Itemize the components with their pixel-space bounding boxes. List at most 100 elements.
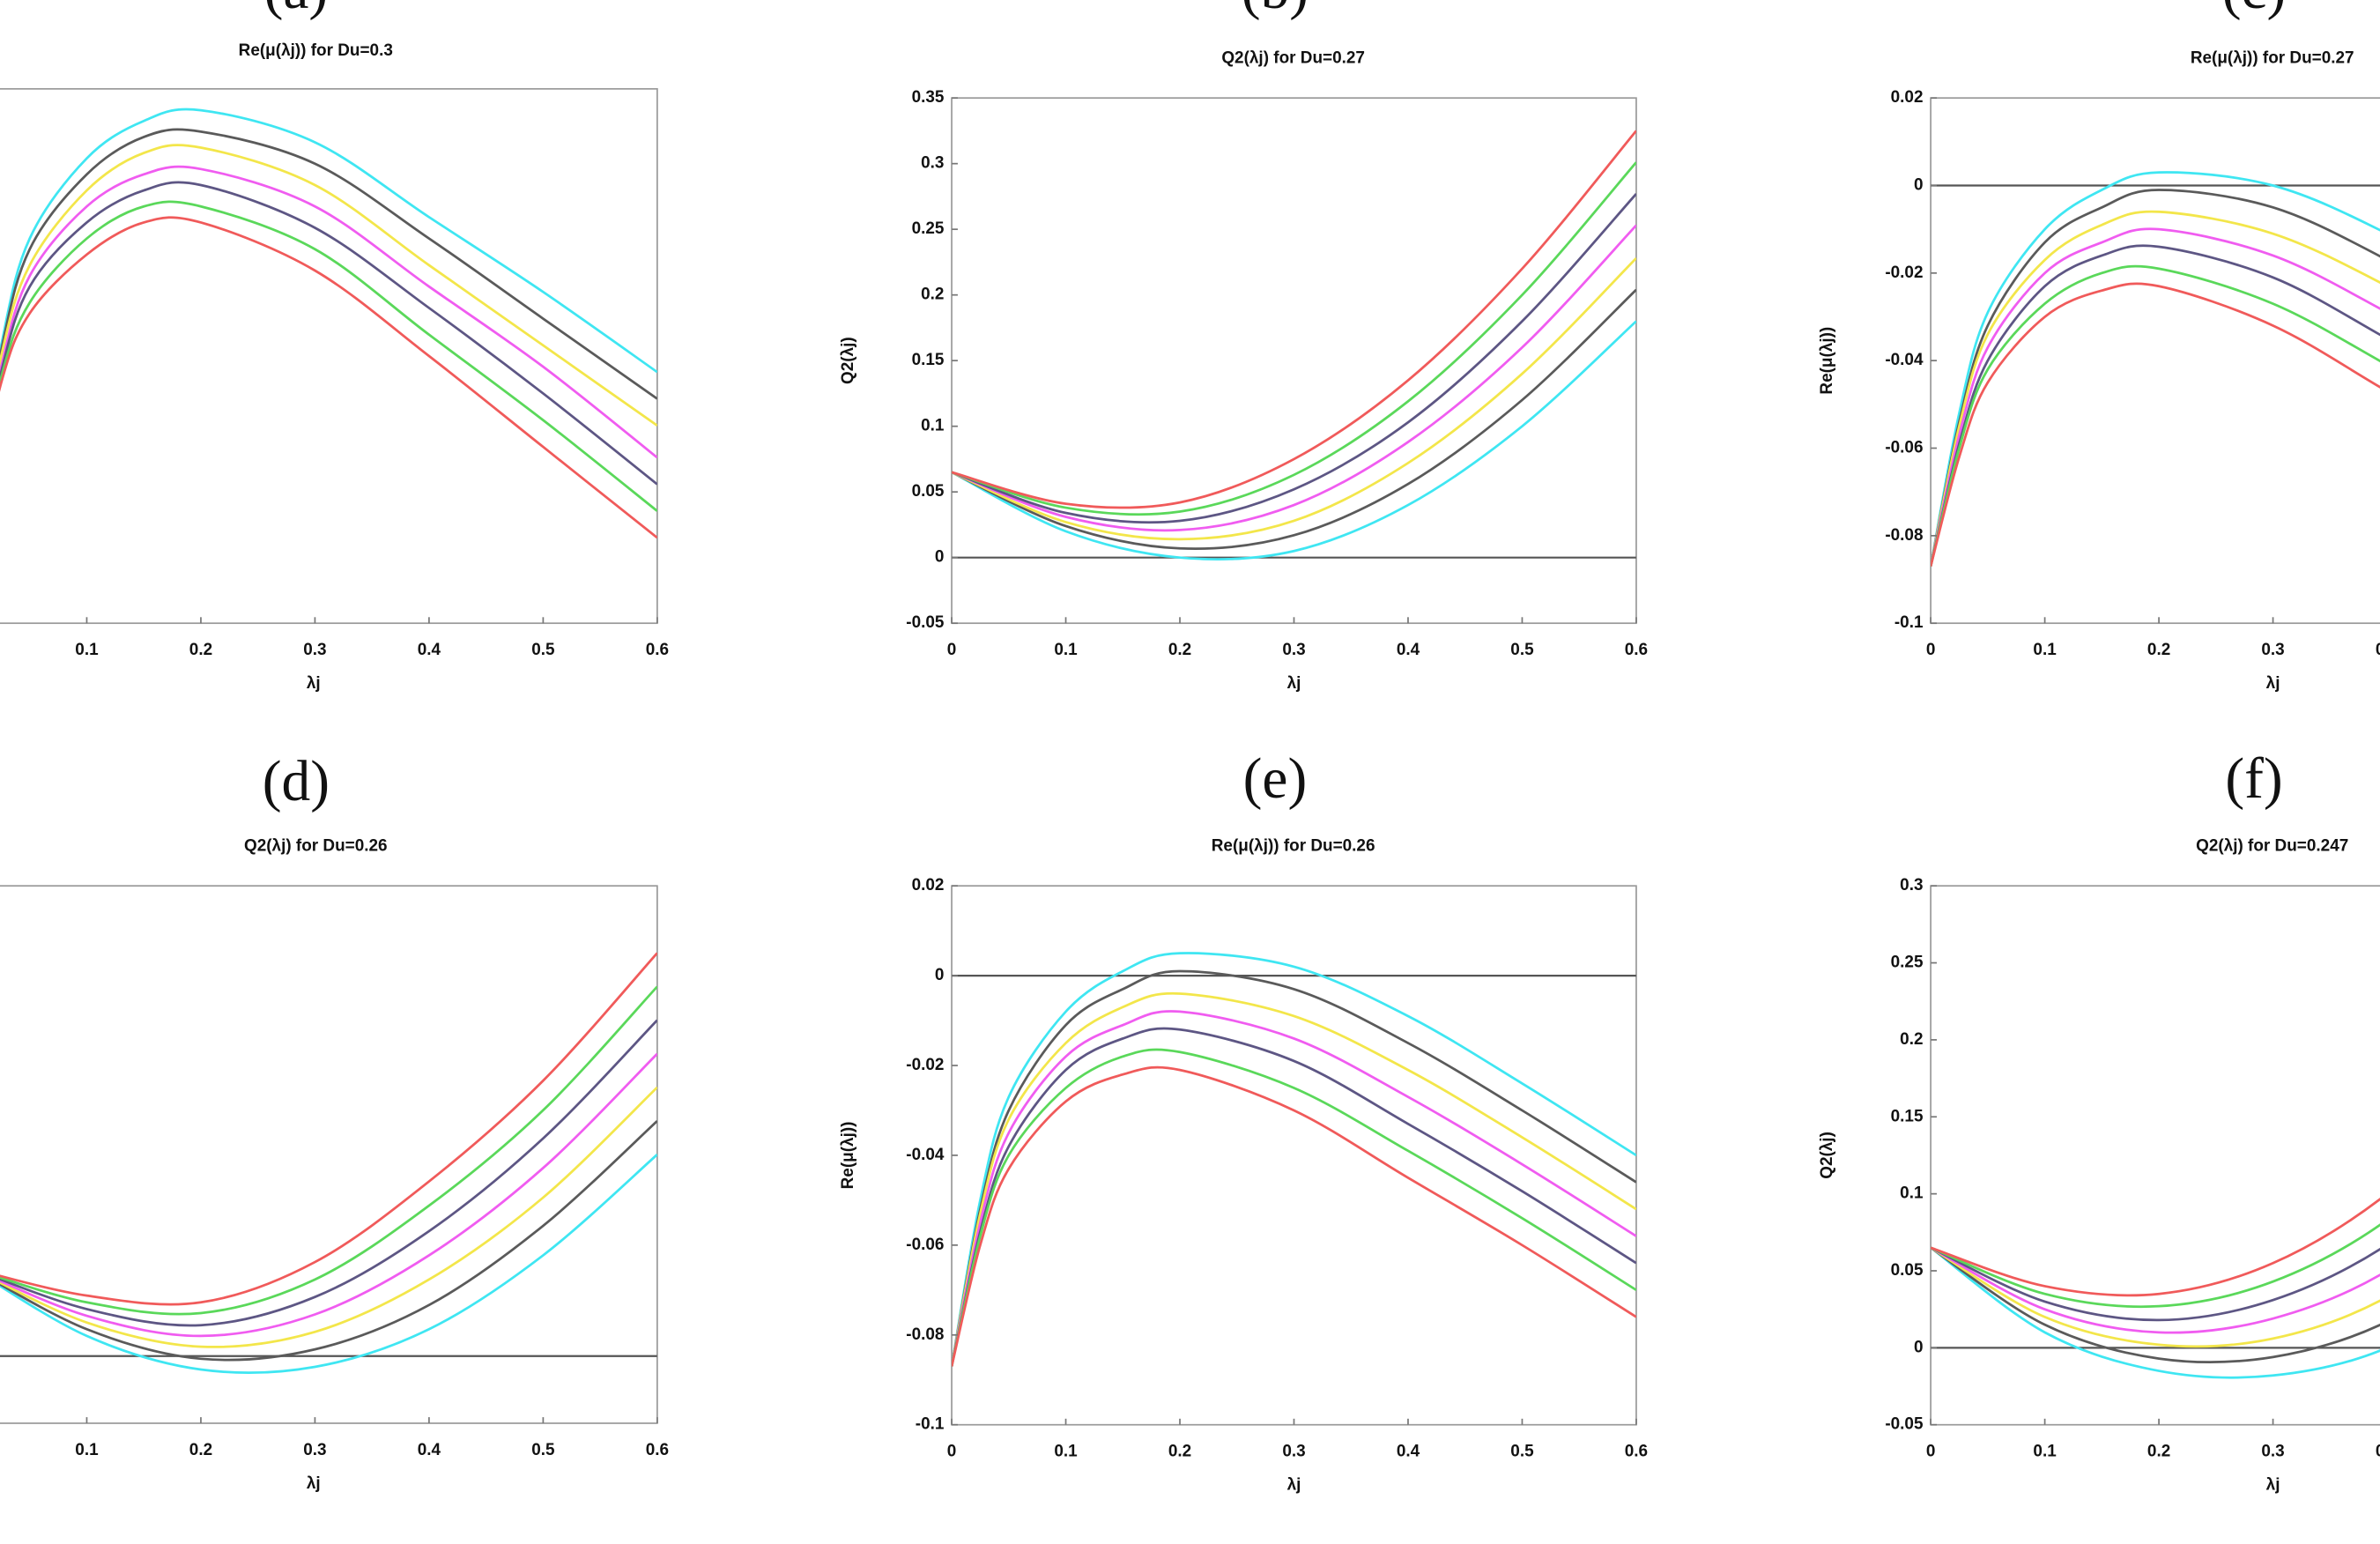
x-axis-label: λj bbox=[307, 674, 321, 693]
series-line bbox=[1931, 1246, 2380, 1322]
series-line bbox=[1931, 1223, 2380, 1309]
x-tick-label: 0.2 bbox=[2147, 1443, 2170, 1461]
y-tick-label: 0.15 bbox=[1891, 1107, 1924, 1125]
y-axis-label: Re(μ(λj)) bbox=[839, 1122, 857, 1190]
x-tick-label: 0.1 bbox=[2033, 641, 2056, 659]
x-tick-label: 0.4 bbox=[2376, 641, 2380, 659]
y-tick-label: 0.35 bbox=[912, 88, 945, 107]
series-line bbox=[0, 1119, 657, 1362]
y-tick-label: -0.02 bbox=[1885, 264, 1923, 282]
series-line bbox=[952, 991, 1636, 1367]
series-line bbox=[0, 108, 657, 374]
panel-letter: (e) bbox=[1243, 747, 1308, 811]
x-tick-label: 0.1 bbox=[75, 1441, 98, 1459]
y-axis-label: Q2(λj) bbox=[1818, 1132, 1836, 1179]
x-tick-label: 0.6 bbox=[646, 641, 669, 659]
panel: (b) Q2(λj) for Du=0.27 0 0.1 0.2 0.3 0.4 0.5 0.6… bbox=[839, 0, 1648, 693]
x-tick-label: 0.5 bbox=[1510, 641, 1533, 659]
series-line bbox=[0, 216, 657, 539]
series-line bbox=[952, 969, 1636, 1367]
x-axis-label: λj bbox=[1287, 1476, 1301, 1495]
x-tick-label: 0 bbox=[947, 641, 957, 659]
series-line bbox=[1931, 227, 2380, 567]
series-line bbox=[0, 200, 657, 512]
series-line bbox=[952, 193, 1636, 524]
y-tick-label: 0.1 bbox=[921, 417, 944, 435]
x-tick-label: 0.4 bbox=[418, 1441, 441, 1459]
y-tick-label: 0.05 bbox=[1891, 1261, 1924, 1280]
y-tick-label: 0.3 bbox=[1900, 876, 1923, 894]
series-line bbox=[952, 288, 1636, 550]
y-tick-label: 0.05 bbox=[912, 482, 945, 501]
series-line bbox=[1931, 171, 2380, 567]
x-tick-label: 0.3 bbox=[1282, 1443, 1305, 1461]
y-tick-label: -0.08 bbox=[1885, 526, 1923, 545]
series-line bbox=[952, 1048, 1636, 1367]
y-tick-label: 0.15 bbox=[912, 351, 945, 369]
y-tick-label: -0.06 bbox=[906, 1236, 944, 1254]
x-tick-label: 0.1 bbox=[75, 641, 98, 659]
x-axis-label: λj bbox=[1287, 674, 1301, 693]
panel-title: Re(μ(λj)) for Du=0.27 bbox=[2191, 48, 2354, 67]
panel: (c)Re(μ(λj)) for Du=0.2700.10.20.30.40.5… bbox=[1818, 0, 2380, 693]
plot-area bbox=[1931, 171, 2380, 567]
plot-area bbox=[0, 952, 657, 1375]
series-line bbox=[1931, 1246, 2380, 1379]
plot-frame bbox=[951, 97, 1637, 625]
y-tick-label: -0.05 bbox=[906, 613, 944, 632]
y-tick-label: 0.2 bbox=[921, 286, 944, 304]
x-tick-label: 0.1 bbox=[1054, 641, 1077, 659]
y-tick-label: -0.02 bbox=[906, 1056, 944, 1074]
x-tick-label: 0.5 bbox=[531, 1441, 554, 1459]
y-tick-label: 0 bbox=[1914, 1338, 1924, 1356]
y-tick-label: -0.06 bbox=[1885, 439, 1923, 457]
plot-area bbox=[952, 952, 1636, 1367]
x-tick-label: 0.1 bbox=[1054, 1443, 1077, 1461]
y-tick-label: -0.04 bbox=[906, 1146, 945, 1164]
series-line bbox=[1931, 264, 2380, 567]
x-tick-label: 0.6 bbox=[646, 1441, 669, 1459]
series-line bbox=[952, 256, 1636, 541]
panel-title: Q2(λj) for Du=0.26 bbox=[244, 836, 388, 855]
y-axis-label: Q2(λj) bbox=[839, 337, 857, 384]
x-tick-label: 0.2 bbox=[1168, 641, 1191, 659]
y-tick-label: 0.25 bbox=[912, 219, 945, 238]
plot-area bbox=[1931, 1198, 2380, 1379]
series-line bbox=[0, 1154, 657, 1375]
series-line bbox=[952, 1010, 1636, 1367]
x-tick-label: 0.2 bbox=[2147, 641, 2170, 659]
series-line bbox=[1931, 282, 2380, 567]
x-tick-label: 0.6 bbox=[1625, 641, 1648, 659]
y-tick-label: -0.1 bbox=[916, 1415, 945, 1434]
y-tick-label: -0.1 bbox=[1894, 613, 1924, 632]
plot-frame bbox=[1930, 885, 2380, 1426]
y-tick-label: 0.02 bbox=[1891, 88, 1924, 107]
series-line bbox=[0, 1086, 657, 1348]
x-tick-label: 0 bbox=[947, 1443, 957, 1461]
panel-letter: (c) bbox=[2222, 0, 2287, 21]
series-line bbox=[952, 224, 1636, 532]
series-line bbox=[952, 161, 1636, 516]
series-line bbox=[0, 1052, 657, 1338]
panel-letter: (a) bbox=[264, 0, 329, 21]
x-tick-label: 0.3 bbox=[2261, 641, 2284, 659]
y-axis-label: Re(μ(λj)) bbox=[1818, 327, 1836, 395]
panel: (d)Q2(λj) for Du=0.2600.10.20.30.40.50.6… bbox=[0, 750, 669, 1493]
x-tick-label: 0.5 bbox=[1510, 1443, 1533, 1461]
x-axis-label: λj bbox=[2266, 1476, 2280, 1495]
series-line bbox=[1931, 189, 2380, 567]
y-tick-label: 0.2 bbox=[1900, 1030, 1923, 1049]
y-tick-label: -0.04 bbox=[1885, 351, 1924, 369]
plot-frame bbox=[1930, 97, 2380, 625]
series-line bbox=[1931, 1246, 2380, 1348]
panel-title: Re(μ(λj)) for Du=0.26 bbox=[1212, 836, 1375, 855]
x-tick-label: 0.6 bbox=[1625, 1443, 1648, 1461]
series-line bbox=[952, 130, 1636, 509]
x-tick-label: 0.1 bbox=[2033, 1443, 2056, 1461]
series-line bbox=[1931, 244, 2380, 567]
series-line bbox=[1931, 1246, 2380, 1334]
x-axis-label: λj bbox=[2266, 674, 2280, 693]
plot-frame bbox=[0, 885, 658, 1424]
x-tick-label: 0.4 bbox=[2376, 1443, 2380, 1461]
series-line bbox=[952, 1065, 1636, 1367]
